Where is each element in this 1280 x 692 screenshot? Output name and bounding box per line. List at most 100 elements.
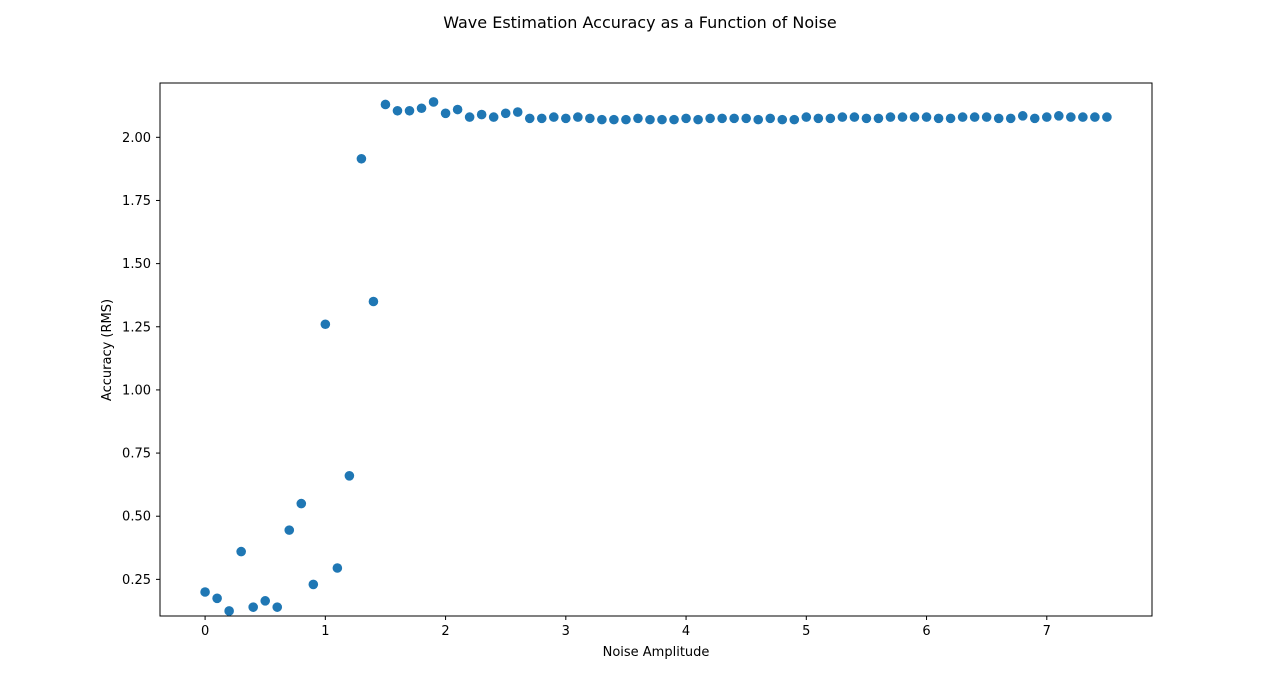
data-point: [416, 103, 427, 114]
data-point: [200, 587, 210, 597]
data-point: [1029, 113, 1040, 124]
data-points: [200, 97, 1112, 616]
data-point: [573, 112, 583, 122]
plot-frame: [159, 82, 1153, 617]
x-axis-label: Noise Amplitude: [603, 645, 710, 660]
data-point: [621, 114, 631, 125]
data-point: [645, 114, 655, 125]
data-point: [392, 105, 403, 116]
y-tick-label: 2.00: [122, 131, 151, 146]
y-tick-label: 1.75: [122, 194, 151, 209]
data-point: [885, 112, 896, 122]
x-axis: 0 1 2 3 4 5 6 7: [201, 616, 1051, 639]
data-point: [488, 112, 499, 122]
x-tick-label: 0: [201, 624, 209, 639]
data-point: [500, 108, 511, 119]
data-point: [344, 471, 355, 481]
data-point: [1090, 112, 1100, 122]
data-point: [609, 114, 619, 125]
x-tick-label: 4: [682, 624, 690, 639]
data-point: [837, 112, 848, 122]
data-point: [308, 579, 319, 590]
data-point: [957, 112, 968, 122]
data-point: [813, 113, 824, 124]
data-point: [1102, 112, 1112, 122]
data-point: [1078, 112, 1088, 122]
data-point: [681, 113, 691, 124]
data-point: [356, 153, 367, 164]
data-point: [320, 319, 331, 330]
data-point: [464, 112, 475, 122]
y-tick-label: 1.50: [122, 257, 151, 272]
data-point: [873, 113, 884, 124]
data-point: [729, 113, 739, 124]
data-point: [476, 109, 487, 120]
data-point: [1066, 112, 1076, 122]
data-point: [753, 114, 764, 125]
data-point: [380, 99, 391, 110]
y-axis-label: Accuracy (RMS): [100, 299, 115, 401]
data-point: [260, 596, 271, 606]
data-point: [524, 113, 535, 124]
data-point: [452, 104, 463, 115]
data-point: [236, 546, 246, 557]
data-point: [332, 563, 343, 573]
data-point: [428, 97, 439, 107]
data-point: [741, 113, 751, 124]
data-point: [981, 112, 992, 122]
data-point: [585, 113, 595, 124]
data-point: [1017, 111, 1028, 121]
data-point: [224, 606, 234, 616]
data-point: [368, 296, 379, 307]
data-point: [248, 602, 258, 612]
x-tick-label: 3: [562, 624, 570, 639]
data-point: [993, 113, 1004, 124]
data-point: [212, 593, 222, 604]
chart-title: Wave Estimation Accuracy as a Function o…: [443, 13, 837, 32]
data-point: [1005, 113, 1016, 124]
data-point: [693, 114, 703, 125]
data-point: [284, 525, 295, 535]
data-point: [272, 602, 283, 612]
y-axis: 0.25 0.50 0.75 1.00 1.25 1.50 1.75 2.00: [122, 131, 160, 588]
y-tick-label: 1.00: [122, 383, 151, 398]
y-tick-label: 0.75: [122, 447, 151, 462]
data-point: [561, 113, 571, 124]
data-point: [633, 113, 643, 124]
data-point: [296, 498, 307, 509]
data-point: [717, 113, 727, 124]
data-point: [933, 113, 944, 124]
data-point: [404, 105, 415, 116]
x-tick-label: 7: [1043, 624, 1051, 639]
data-point: [849, 112, 860, 122]
data-point: [669, 114, 679, 125]
data-point: [512, 107, 523, 117]
data-point: [548, 112, 559, 122]
data-point: [1054, 111, 1064, 121]
data-point: [705, 113, 715, 124]
data-point: [777, 114, 788, 125]
data-point: [909, 112, 920, 122]
data-point: [657, 114, 667, 125]
data-point: [440, 108, 451, 119]
data-point: [897, 112, 908, 122]
data-point: [861, 113, 872, 124]
x-tick-label: 1: [321, 624, 329, 639]
data-point: [597, 114, 607, 125]
x-tick-label: 5: [802, 624, 810, 639]
y-tick-label: 0.50: [122, 510, 151, 525]
data-point: [921, 112, 932, 122]
x-tick-label: 2: [441, 624, 449, 639]
data-point: [789, 114, 800, 125]
data-point: [825, 113, 836, 124]
data-point: [801, 112, 812, 122]
data-point: [1041, 112, 1052, 122]
x-tick-label: 6: [922, 624, 930, 639]
data-point: [536, 113, 547, 124]
data-point: [969, 112, 980, 122]
y-tick-label: 1.25: [122, 320, 151, 335]
y-tick-label: 0.25: [122, 573, 151, 588]
data-point: [945, 113, 956, 124]
data-point: [765, 113, 776, 124]
